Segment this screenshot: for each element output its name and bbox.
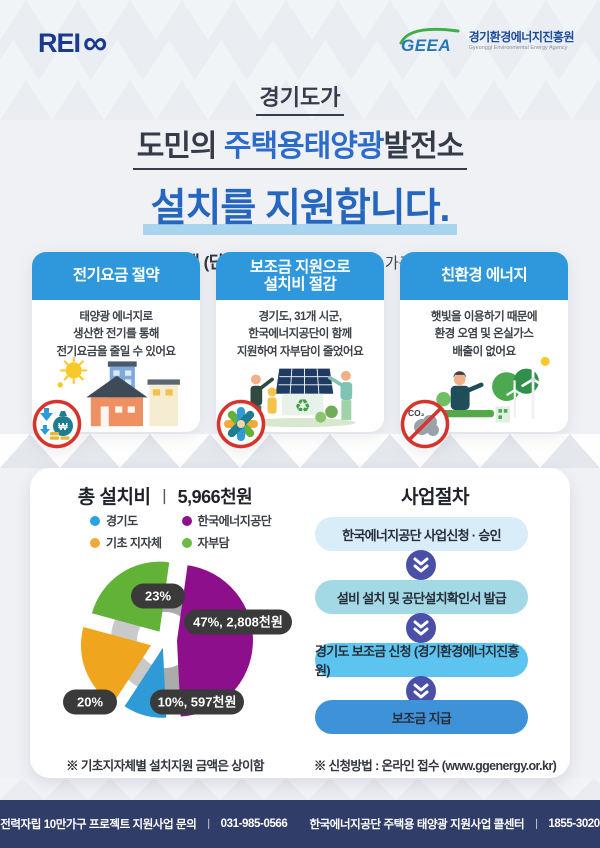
rei-logo-text: REI (38, 27, 81, 58)
legend-item-local-gov: 기초 지자체 (90, 534, 162, 551)
info-panel: 총 설치비 ㅣ 5,966천원 경기도 한국에너지공단 기초 지자체 자부담 47%… (30, 468, 570, 778)
process-title: 사업절차 (401, 487, 469, 508)
card-text: 경기도, 31개 시군, 한국에너지공단이 함께 지원하여 자부담이 줄었어요 (236, 311, 364, 358)
pie-chart-svg: 47%, 2,808천원 10%, 597천원 20% 23% (63, 561, 292, 718)
geea-logo-mark: GEEA (399, 27, 460, 55)
title-line2-highlight: 주택용태양광 (223, 130, 385, 163)
card-electricity-saving: 전기요금 절약 태양광 에너지로 생산한 전기를 통해 전기요금을 줄일 수 있… (32, 252, 200, 449)
footer-contact-2: 한국에너지공단 주택용 태양광 지원사업 콜센터 ㅣ 1855-3020 (309, 816, 600, 832)
legend-dot-purple (181, 515, 192, 526)
double-chevron-down-icon (406, 676, 436, 706)
footer-contact-1: 전력자립 10만가구 프로젝트 지원사업 문의 ㅣ 031-985-0566 (0, 816, 288, 832)
footer-separator: ㅣ (203, 819, 214, 831)
benefit-cards: 전기요금 절약 태양광 에너지로 생산한 전기를 통해 전기요금을 줄일 수 있… (32, 252, 568, 449)
footer-contact-phone: 1855-3020 (548, 818, 600, 830)
process-step-3: 경기도 보조금 신청 (경기환경에너지진흥원) (315, 643, 528, 678)
hands-together-icon (216, 399, 266, 449)
chart-title-label: 총 설치비 (77, 487, 151, 508)
legend-item-self-pay: 자부담 (181, 534, 272, 551)
rei-logo: REI ∞ (38, 24, 107, 62)
card-text: 태양광 에너지로 생산한 전기를 통해 전기요금을 줄일 수 있어요 (56, 311, 176, 358)
no-co2-icon: CO₂ (400, 399, 450, 449)
chart-title-value: 5,966천원 (177, 487, 253, 507)
co2-label: CO₂ (408, 408, 425, 418)
process-note: ※ 신청방법 : 온라인 접수 (www.ggenergy.or.kr) (313, 759, 557, 773)
footer-separator: ㅣ (531, 819, 542, 831)
legend-label: 기초 지자체 (106, 536, 162, 550)
card-title: 보조금 지원으로 설치비 절감 (249, 258, 351, 293)
title-block: 경기도가 도민의 주택용태양광발전소 설치를 지원합니다. 도내 주택 (단독,… (0, 80, 600, 273)
pie-slice-label: 10%, 597천원 (158, 695, 237, 710)
legend-dot-orange (90, 537, 100, 548)
geea-name-korean: 경기환경에너지진흥원 (468, 29, 575, 44)
title-line2-suffix: 발전소 (383, 130, 464, 163)
title-line3: 설치를 지원합니다. (142, 177, 458, 235)
chart-legend: 경기도 한국에너지공단 기초 지자체 자부담 (90, 512, 272, 551)
legend-label: 한국에너지공단 (197, 514, 272, 528)
legend-dot-blue (90, 515, 100, 526)
money-bag-decrease-icon: ₩ (32, 399, 82, 449)
card-header: 보조금 지원으로 설치비 절감 (216, 252, 384, 300)
card-header: 친환경 에너지 (400, 252, 568, 300)
process-step-4: 보조금 지급 (315, 700, 528, 734)
title-line2-prefix: 도민의 (136, 130, 224, 163)
chart-note: ※ 기초지자체별 설치지원 금액은 상이함 (66, 759, 264, 773)
infinity-icon: ∞ (83, 24, 107, 62)
footer-contact-label: 전력자립 10만가구 프로젝트 지원사업 문의 (0, 819, 197, 831)
card-title: 전기요금 절약 (72, 267, 160, 285)
title-line2: 도민의 주택용태양광발전소 (132, 121, 468, 170)
card-text: 햇빛을 이용하기 때문에 환경 오염 및 온실가스 배출이 없어요 (430, 311, 538, 358)
card-title: 친환경 에너지 (440, 267, 528, 285)
pie-slice-label: 47%, 2,808천원 (193, 615, 283, 630)
won-symbol: ₩ (58, 422, 68, 433)
card-eco-energy: 친환경 에너지 햇빛을 이용하기 때문에 환경 오염 및 온실가스 배출이 없어… (400, 252, 568, 449)
cost-pie-chart: 47%, 2,808천원 10%, 597천원 20% 23% (30, 532, 300, 747)
green-energy-illustration (436, 356, 550, 423)
process-step-1: 한국에너지공단 사업신청 · 승인 (315, 517, 528, 551)
geea-logo: GEEA 경기환경에너지진흥원 Gyeonggi Environmental E… (398, 26, 575, 56)
footer-contact-bar: 전력자립 10만가구 프로젝트 지원사업 문의 ㅣ 031-985-0566 한… (0, 800, 600, 848)
title-line1: 경기도가 (255, 80, 345, 116)
recycle-icon: ♻ (295, 396, 311, 416)
card-header: 전기요금 절약 (32, 252, 200, 300)
chart-title-separator: ㅣ (156, 488, 172, 507)
footer-contact-phone: 031-985-0566 (220, 818, 288, 830)
footer-contact-label: 한국에너지공단 주택용 태양광 지원사업 콜센터 (309, 819, 525, 831)
pie-slice-label: 20% (77, 695, 103, 710)
legend-dot-green (181, 537, 192, 548)
houses-sun-illustration (57, 356, 180, 427)
geea-letters: GEEA (401, 36, 451, 55)
legend-item-gyeonggi: 경기도 (90, 512, 162, 529)
pie-slice-label: 23% (145, 589, 171, 604)
legend-label: 경기도 (106, 514, 138, 528)
legend-label: 자부담 (197, 536, 230, 550)
chart-title: 총 설치비 ㅣ 5,966천원 (30, 482, 300, 509)
geea-name-english: Gyeonggi Environmental Energy Agency (468, 44, 568, 51)
card-subsidy-support: 보조금 지원으로 설치비 절감 경기도, 31개 시군, 한국에너지공단이 함께… (216, 252, 384, 449)
legend-item-kea: 한국에너지공단 (181, 512, 272, 529)
solar-panel-people-illustration: ♻ (244, 368, 356, 428)
double-chevron-down-icon (406, 613, 436, 643)
process-step-2: 설비 설치 및 공단설치확인서 발급 (315, 580, 528, 614)
double-chevron-down-icon (406, 550, 436, 580)
